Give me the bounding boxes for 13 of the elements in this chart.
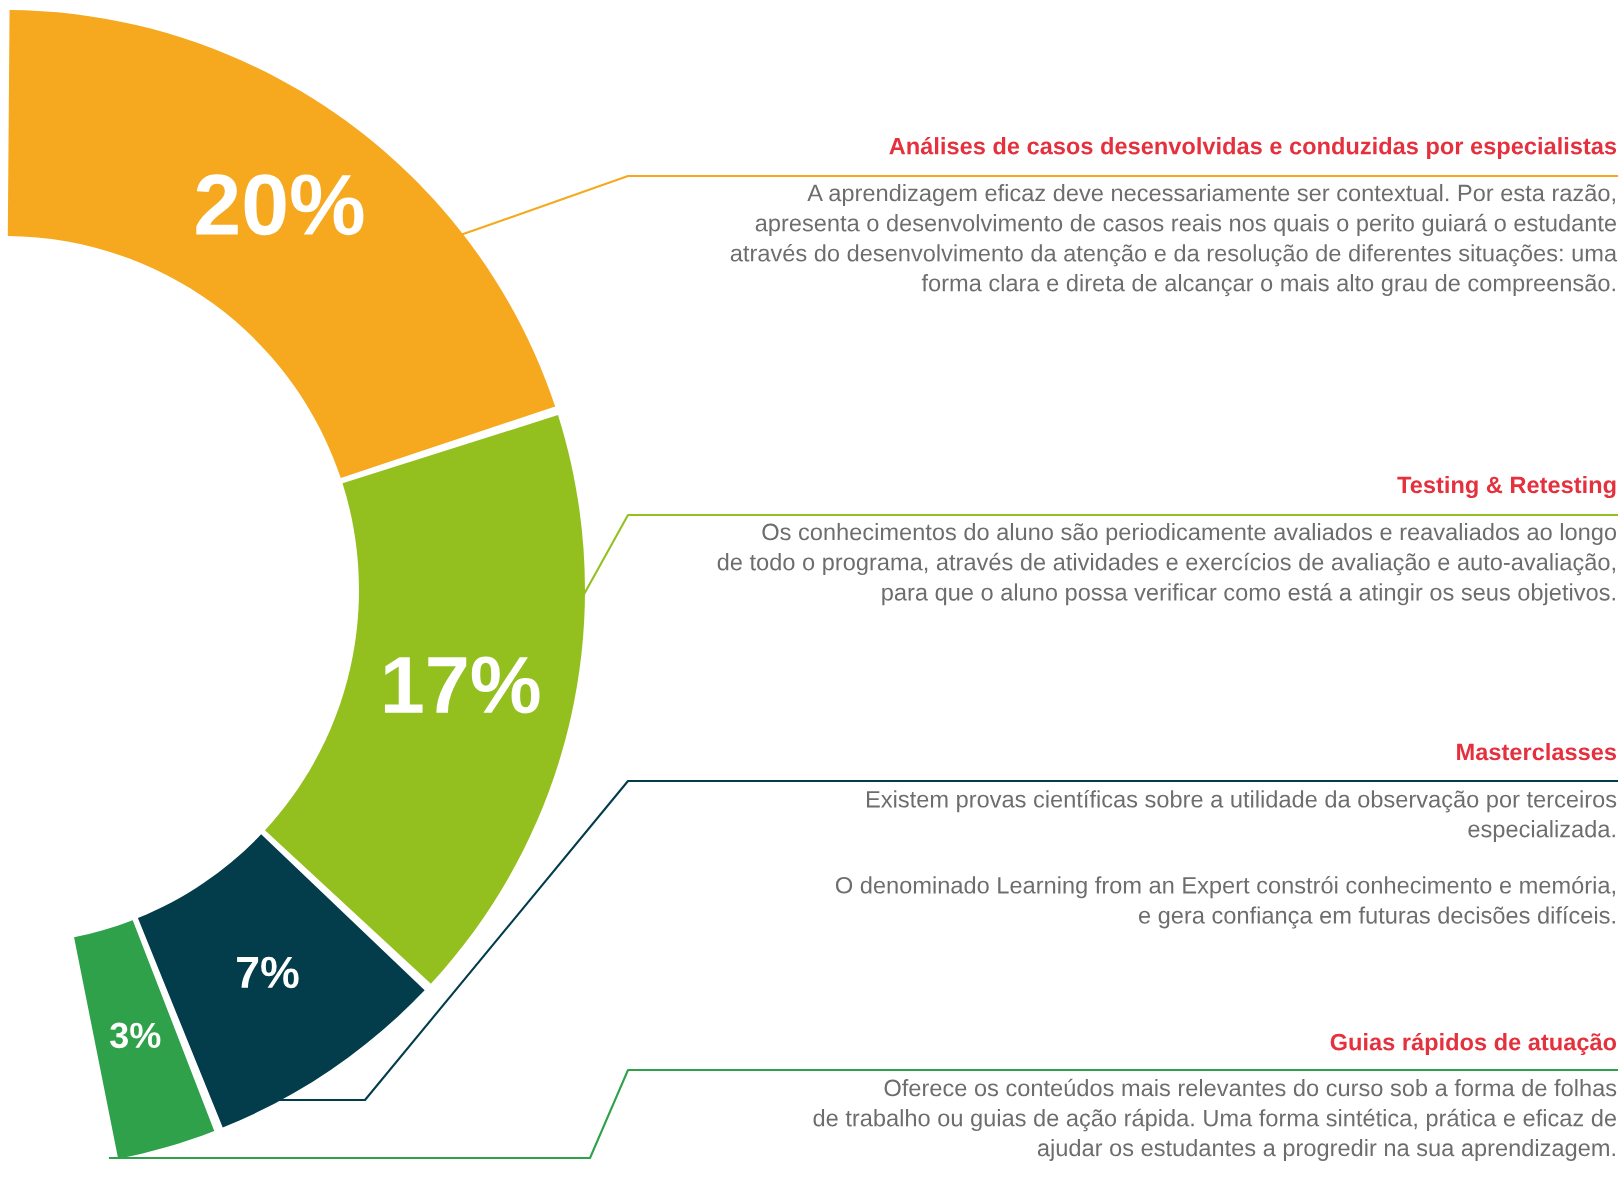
data-label: 20% bbox=[196, 174, 364, 236]
text: A aprendizagem eficaz deve necessariamente ser contextual. Por esta razão, apresenta o desenvolvimento de casos reais nos quais o perito guiará o estudante através do desenvolvimento da atenção e da resolução de diferentes situações: uma forma clara e direta de alcançar o mais alto grau de compreensão. bbox=[730, 184, 1618, 297]
slice-label: Masterclasses bbox=[1457, 742, 1617, 761]
data-label: 7% bbox=[237, 956, 299, 989]
text: Existem provas científicas sobre a utilidade da observação por terceiros especializada. bbox=[866, 790, 1617, 843]
text: Oferece os conteúdos mais relevantes do curso sob a forma de folhas de trabalho ou guias de ação rápida. Uma forma sintética, prática e eficaz de ajudar os estudantes a progredir na sua aprendizagem. bbox=[813, 1078, 1617, 1161]
slice-label: Análises de casos desenvolvidas e conduzidas por especialistas bbox=[889, 136, 1617, 160]
slice-label: Testing & Retesting bbox=[1397, 475, 1616, 499]
data-label: 3% bbox=[110, 1022, 161, 1049]
slice-label: Guias rápidos de atuação bbox=[1330, 1032, 1617, 1056]
text: Os conhecimentos do aluno são periodicamente avaliados e reavaliados ao longo de todo o programa, através de atividades e exercícios de avaliação e auto-avaliação, para que o aluno possa verificar como está a atingir os seus objetivos. bbox=[717, 523, 1617, 606]
text: O denominado Learning from an Expert constrói conhecimento e memória, e gera confiança em futuras decisões difíceis. bbox=[835, 876, 1615, 929]
data-label: 17% bbox=[384, 656, 540, 714]
